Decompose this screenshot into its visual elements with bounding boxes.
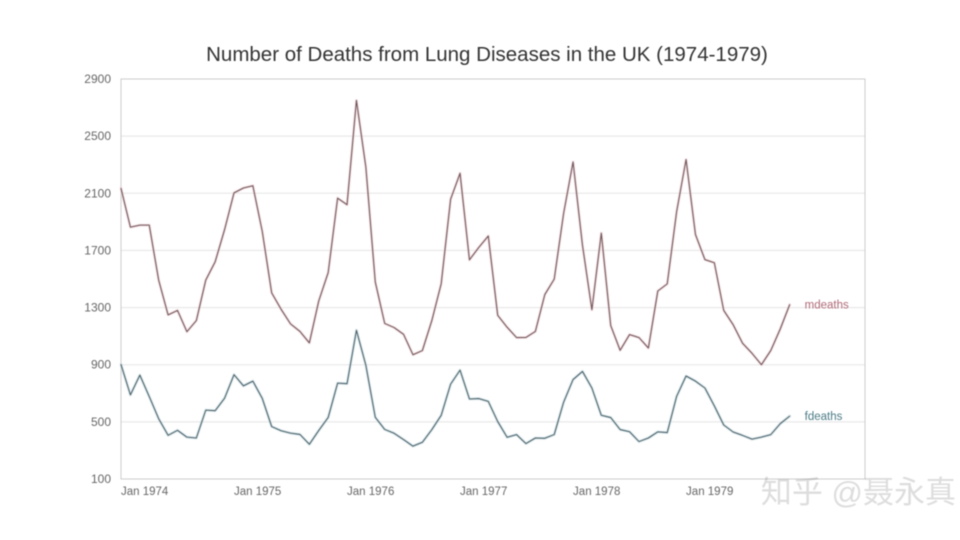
svg-text:Jan 1978: Jan 1978	[573, 486, 620, 498]
svg-text:500: 500	[91, 415, 111, 429]
svg-text:100: 100	[91, 472, 111, 486]
svg-text:Jan 1975: Jan 1975	[234, 486, 281, 498]
svg-text:2900: 2900	[84, 72, 111, 86]
svg-text:1700: 1700	[84, 243, 111, 257]
svg-text:Jan 1977: Jan 1977	[460, 486, 507, 498]
svg-text:900: 900	[91, 358, 111, 372]
svg-text:1300: 1300	[84, 301, 111, 315]
svg-text:Jan 1974: Jan 1974	[121, 486, 169, 498]
svg-text:mdeaths: mdeaths	[805, 300, 849, 312]
svg-text:Jan 1979: Jan 1979	[686, 486, 733, 498]
svg-text:2100: 2100	[84, 186, 111, 200]
svg-text:Jan 1976: Jan 1976	[347, 486, 394, 498]
svg-text:2500: 2500	[84, 129, 111, 143]
svg-text:fdeaths: fdeaths	[805, 411, 843, 423]
